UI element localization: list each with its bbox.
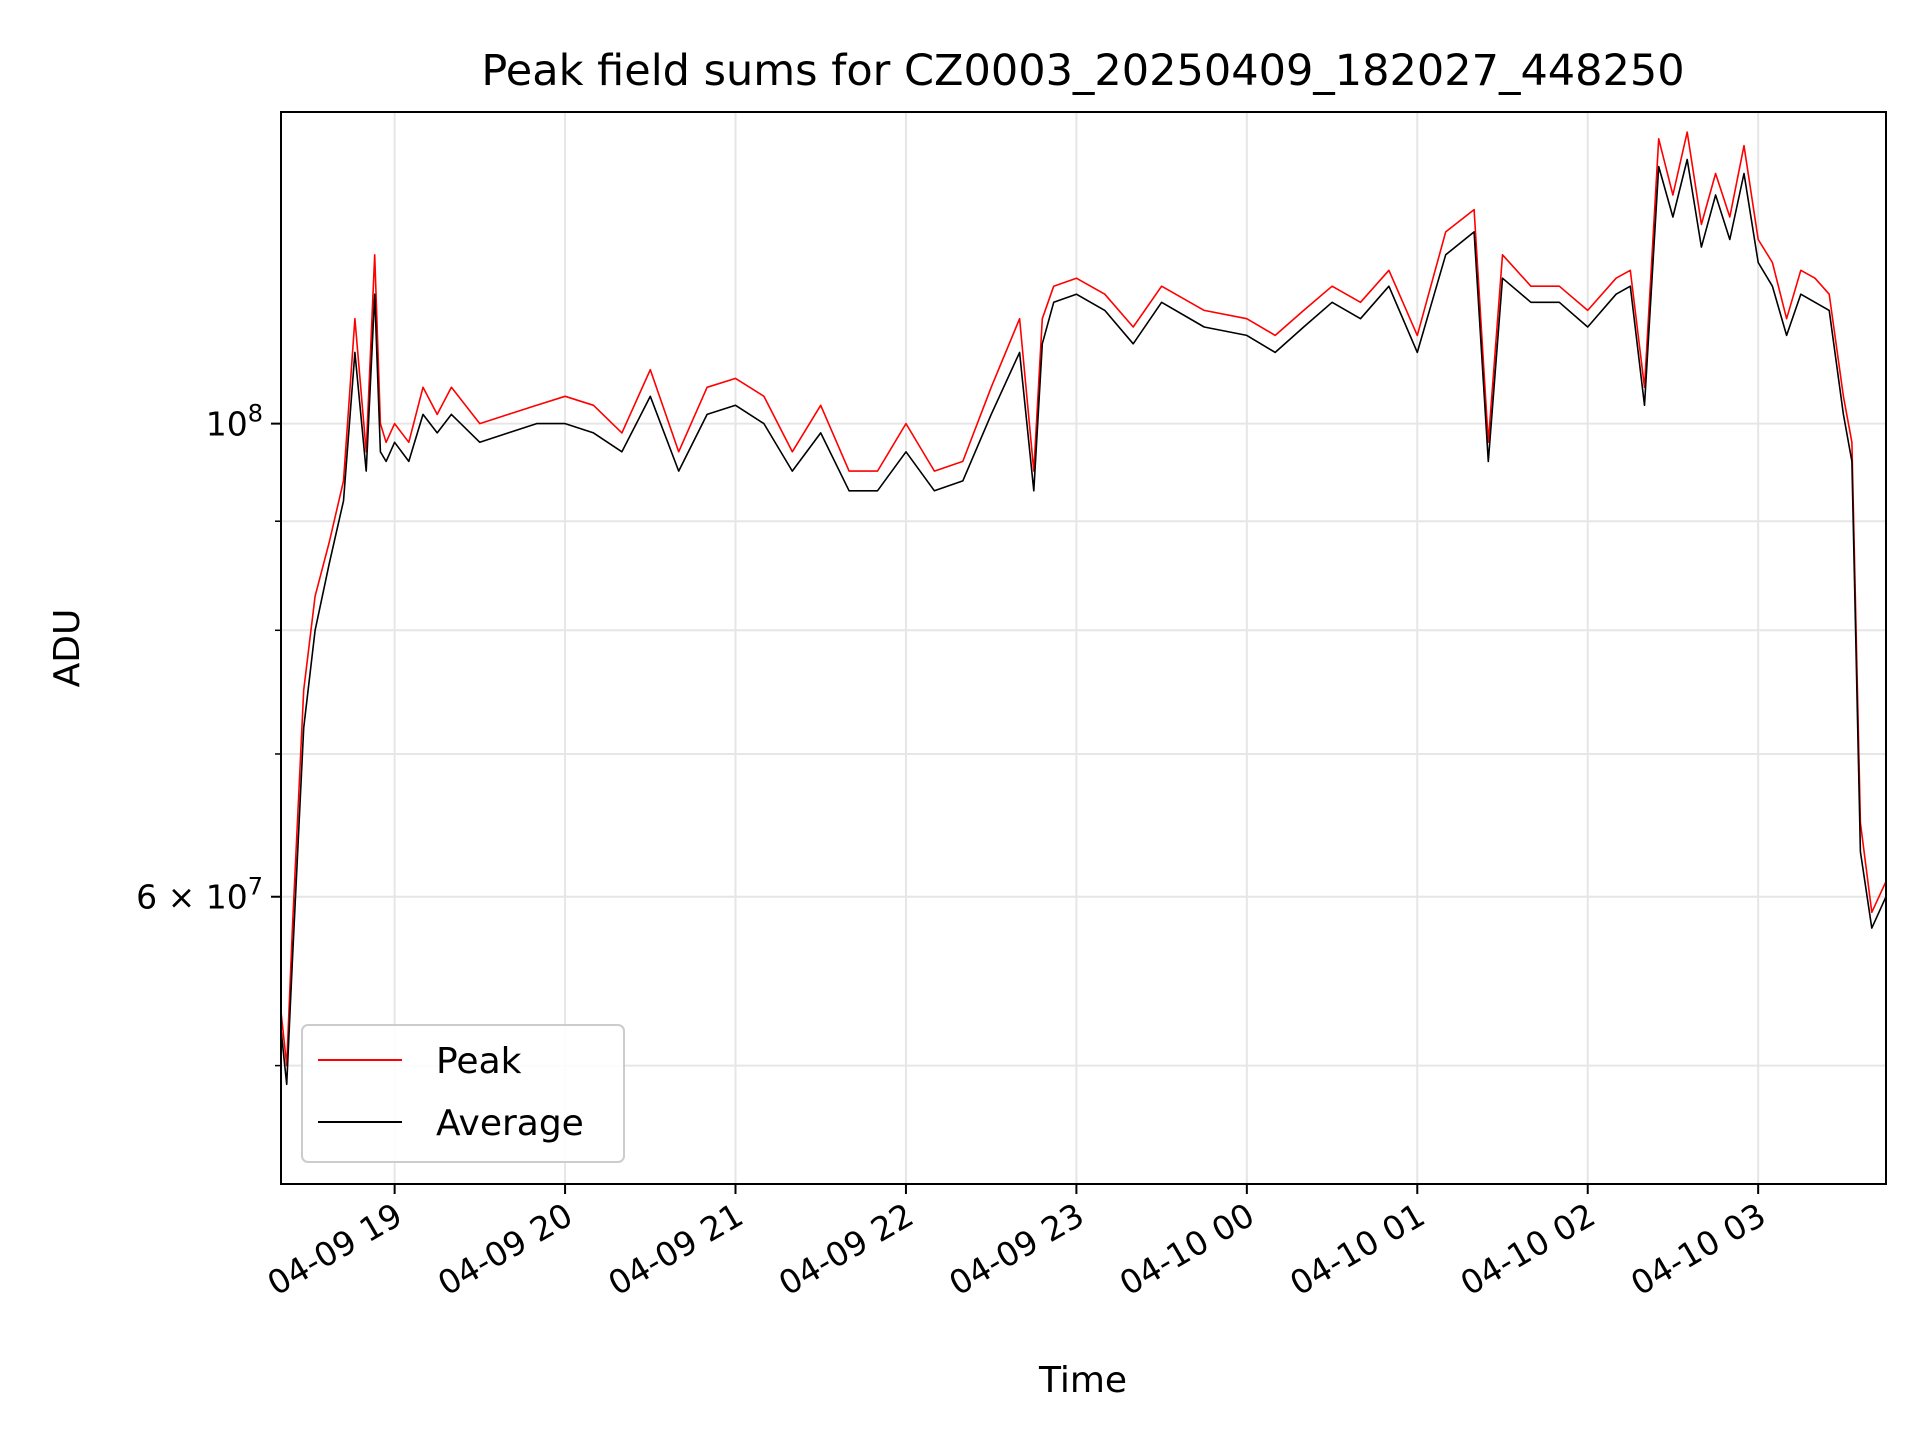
x-tick-label: 04-09 22 xyxy=(772,1195,920,1303)
x-tick-label: 04-09 19 xyxy=(261,1195,409,1303)
series-lines xyxy=(280,131,1887,1086)
legend: Peak Average xyxy=(301,1024,625,1163)
y-tick-label: 6 × 107 xyxy=(136,873,263,917)
x-tick-label: 04-10 03 xyxy=(1624,1195,1772,1303)
x-tick-label: 04-09 23 xyxy=(942,1195,1090,1303)
x-tick-label: 04-10 02 xyxy=(1454,1195,1602,1303)
grid-lines xyxy=(281,112,1886,1184)
y-tick-label: 108 xyxy=(206,400,263,444)
legend-average-label: Average xyxy=(436,1103,584,1144)
legend-peak-label: Peak xyxy=(436,1041,522,1082)
x-tick-label: 04-09 20 xyxy=(431,1195,579,1303)
y-axis: 6 × 107 108 xyxy=(136,400,281,1067)
series-line-average xyxy=(280,158,1887,1086)
series-line-peak xyxy=(280,131,1887,1067)
x-tick-label: 04-10 00 xyxy=(1113,1195,1261,1303)
x-tick-label: 04-09 21 xyxy=(602,1195,750,1303)
y-axis-label: ADU xyxy=(47,609,88,688)
x-tick-label: 04-10 01 xyxy=(1283,1195,1431,1303)
x-axis-label: Time xyxy=(1038,1360,1127,1401)
chart-title: Peak field sums for CZ0003_20250409_1820… xyxy=(481,46,1684,96)
plot-frame xyxy=(280,111,1887,1185)
x-axis: 04-09 19 04-09 20 04-09 21 04-09 22 04-09 23… xyxy=(261,1184,1772,1303)
